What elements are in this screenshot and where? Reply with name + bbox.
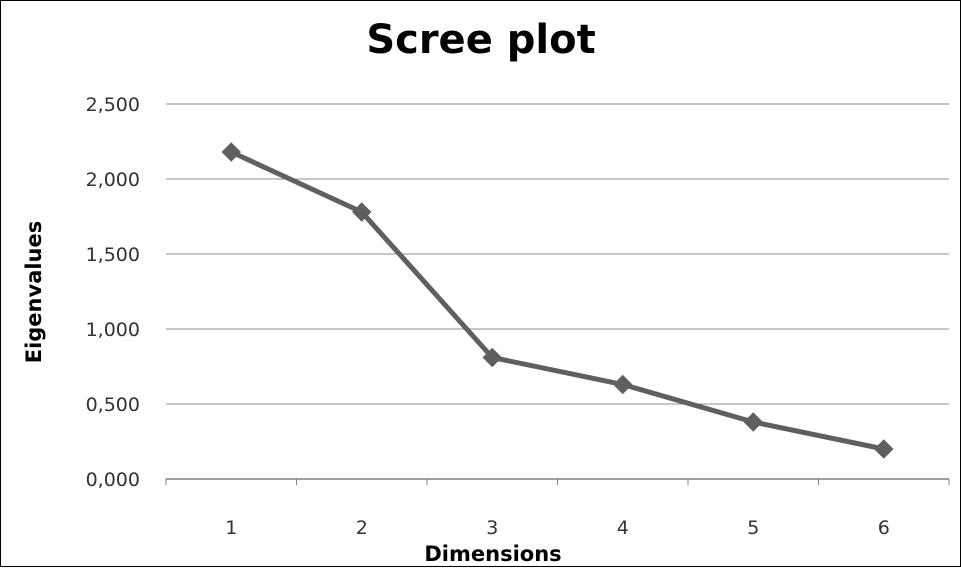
data-series xyxy=(221,142,894,459)
x-tick-label: 5 xyxy=(747,517,759,539)
y-axis-ticks: 0,000 0,500 1,000 1,500 2,000 2,500 xyxy=(86,94,140,491)
y-tick-label: 0,500 xyxy=(86,394,140,416)
data-point-4 xyxy=(613,374,633,395)
data-point-5 xyxy=(743,412,763,432)
data-point-2 xyxy=(352,202,372,222)
data-point-3 xyxy=(482,347,502,368)
x-axis-label: Dimensions xyxy=(424,542,561,566)
x-tick-label: 1 xyxy=(225,517,237,539)
y-tick-label: 0,000 xyxy=(86,469,140,491)
x-tick-label: 2 xyxy=(356,517,368,539)
x-tick-label: 3 xyxy=(486,517,498,539)
y-tick-label: 1,500 xyxy=(86,244,140,266)
data-point-6 xyxy=(874,439,894,459)
x-axis-ticks: 1 2 3 4 5 6 xyxy=(165,479,950,539)
gridlines xyxy=(166,103,949,480)
y-axis-label: Eigenvalues xyxy=(22,221,46,364)
y-tick-label: 2,500 xyxy=(86,94,140,116)
x-tick-label: 6 xyxy=(878,517,890,539)
chart-title: Scree plot xyxy=(366,17,595,63)
y-tick-label: 1,000 xyxy=(86,319,140,341)
series-line xyxy=(228,149,887,452)
x-tick-label: 4 xyxy=(617,517,629,539)
data-point-1 xyxy=(221,142,241,162)
y-tick-label: 2,000 xyxy=(86,169,140,191)
